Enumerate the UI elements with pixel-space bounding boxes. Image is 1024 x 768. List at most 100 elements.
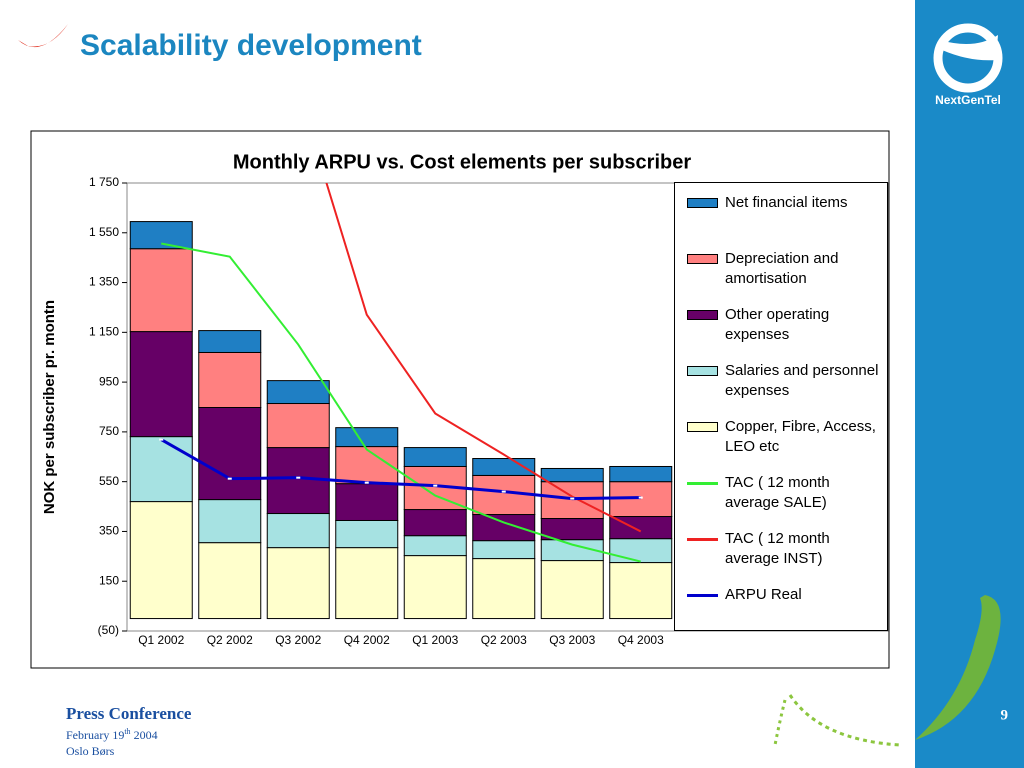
bar-segment bbox=[472, 514, 536, 542]
bar-segment bbox=[129, 501, 193, 620]
side-band bbox=[915, 0, 1024, 768]
bar-segment bbox=[335, 519, 399, 549]
y-axis-label: NOK per subscriber pr. montn bbox=[41, 300, 58, 514]
bar-segment bbox=[266, 513, 330, 549]
bar-segment bbox=[609, 465, 673, 483]
x-tick-label: Q4 2002 bbox=[344, 633, 390, 647]
green-dots bbox=[788, 694, 901, 747]
line-marker bbox=[433, 484, 438, 487]
legend-label: Salaries and personnel expenses bbox=[725, 362, 879, 399]
legend-swatch bbox=[687, 366, 718, 376]
date-sup: th bbox=[124, 727, 131, 736]
x-tick-label: Q1 2003 bbox=[412, 633, 458, 647]
bar-segment bbox=[266, 403, 330, 449]
legend-swatch bbox=[687, 538, 718, 541]
y-tick-label: 1 350 bbox=[89, 275, 119, 289]
line-marker bbox=[227, 477, 232, 480]
bar-segment bbox=[472, 540, 536, 560]
date-year: 2004 bbox=[133, 728, 158, 742]
logo-text: NextGenTel bbox=[935, 93, 1001, 107]
y-tick-label: 550 bbox=[99, 474, 119, 488]
bar-segment bbox=[335, 427, 399, 448]
bar-segment bbox=[129, 221, 193, 250]
legend-label: TAC ( 12 month average SALE) bbox=[725, 474, 830, 511]
legend-swatch bbox=[687, 198, 718, 208]
bar-segment bbox=[198, 330, 262, 353]
legend-swatch bbox=[687, 254, 718, 264]
y-tick-label: (50) bbox=[98, 623, 119, 637]
bar-segment bbox=[266, 380, 330, 405]
legend: Net financial items Depreciation and amor… bbox=[674, 182, 888, 631]
footer-place: Oslo Børs bbox=[66, 744, 115, 758]
y-tick-label: 750 bbox=[99, 424, 119, 438]
y-tick-label: 150 bbox=[99, 573, 119, 587]
legend-label: Other operating expenses bbox=[725, 306, 830, 343]
line-marker bbox=[296, 476, 301, 479]
bar-segment bbox=[403, 509, 467, 537]
bar-segment bbox=[403, 555, 467, 620]
y-tick-label: 350 bbox=[99, 524, 119, 538]
y-tick-label: 1 750 bbox=[89, 175, 119, 189]
x-tick-label: Q2 2003 bbox=[481, 633, 527, 647]
logo-mark bbox=[940, 35, 998, 61]
plot-frame bbox=[126, 182, 889, 632]
x-tick-label: Q3 2002 bbox=[275, 633, 321, 647]
bar-segment bbox=[335, 483, 399, 521]
chart-title: Monthly ARPU vs. Cost elements per subsc… bbox=[233, 151, 691, 173]
bar-segment bbox=[198, 542, 262, 620]
bar-segment bbox=[540, 467, 604, 483]
line-marker bbox=[570, 497, 575, 500]
line-series bbox=[161, 242, 641, 563]
legend-label: Depreciation and amortisation bbox=[725, 250, 839, 287]
bar-segment bbox=[129, 436, 193, 503]
bar-segment bbox=[403, 535, 467, 557]
legend-swatch bbox=[687, 422, 718, 432]
x-tick-label: Q3 2003 bbox=[549, 633, 595, 647]
slide-title: Scalability development bbox=[80, 29, 422, 62]
date-text: February 19 bbox=[66, 728, 125, 742]
lines bbox=[159, 183, 643, 563]
line-marker bbox=[638, 496, 643, 499]
line-series bbox=[325, 183, 642, 533]
swoosh-icon bbox=[18, 24, 68, 48]
bar-segment bbox=[198, 406, 262, 501]
y-tick-label: 1 550 bbox=[89, 225, 119, 239]
line-marker bbox=[159, 438, 164, 441]
green-dots bbox=[773, 699, 787, 746]
y-tick-label: 950 bbox=[99, 374, 119, 388]
bar-segment bbox=[472, 458, 536, 476]
bar-segment bbox=[266, 547, 330, 620]
legend-label: TAC ( 12 month average INST) bbox=[725, 530, 830, 567]
x-tick-label: Q2 2002 bbox=[207, 633, 253, 647]
bar-segment bbox=[198, 499, 262, 544]
legend-label: Net financial items bbox=[725, 194, 848, 211]
x-tick-label: Q4 2003 bbox=[618, 633, 664, 647]
bar-segment bbox=[403, 447, 467, 467]
legend-label: Copper, Fibre, Access, LEO etc bbox=[725, 418, 876, 455]
legend-swatch bbox=[687, 310, 718, 320]
line-series bbox=[160, 438, 641, 501]
line-marker bbox=[364, 481, 369, 484]
bar-segment bbox=[198, 351, 262, 408]
bar-segment bbox=[540, 560, 604, 620]
legend-swatch bbox=[687, 594, 718, 597]
x-tick-label: Q1 2002 bbox=[138, 633, 184, 647]
bar-segment bbox=[609, 538, 673, 564]
page-number: 9 bbox=[1001, 707, 1009, 723]
logo-ring bbox=[933, 23, 1003, 93]
footer-title: Press Conference bbox=[66, 704, 192, 723]
bar-segment bbox=[472, 558, 536, 620]
legend-swatch bbox=[687, 482, 718, 485]
bar-segment bbox=[129, 331, 193, 438]
bar-segment bbox=[129, 248, 193, 333]
line-marker bbox=[501, 490, 506, 493]
bar-segment bbox=[540, 518, 604, 541]
legend-label: ARPU Real bbox=[725, 586, 802, 603]
green-swoosh bbox=[915, 595, 1001, 740]
footer-date: February 19th 2004 bbox=[66, 727, 158, 743]
bar-segment bbox=[335, 547, 399, 620]
bar-segment bbox=[609, 562, 673, 620]
y-tick-label: 1 150 bbox=[89, 325, 119, 339]
